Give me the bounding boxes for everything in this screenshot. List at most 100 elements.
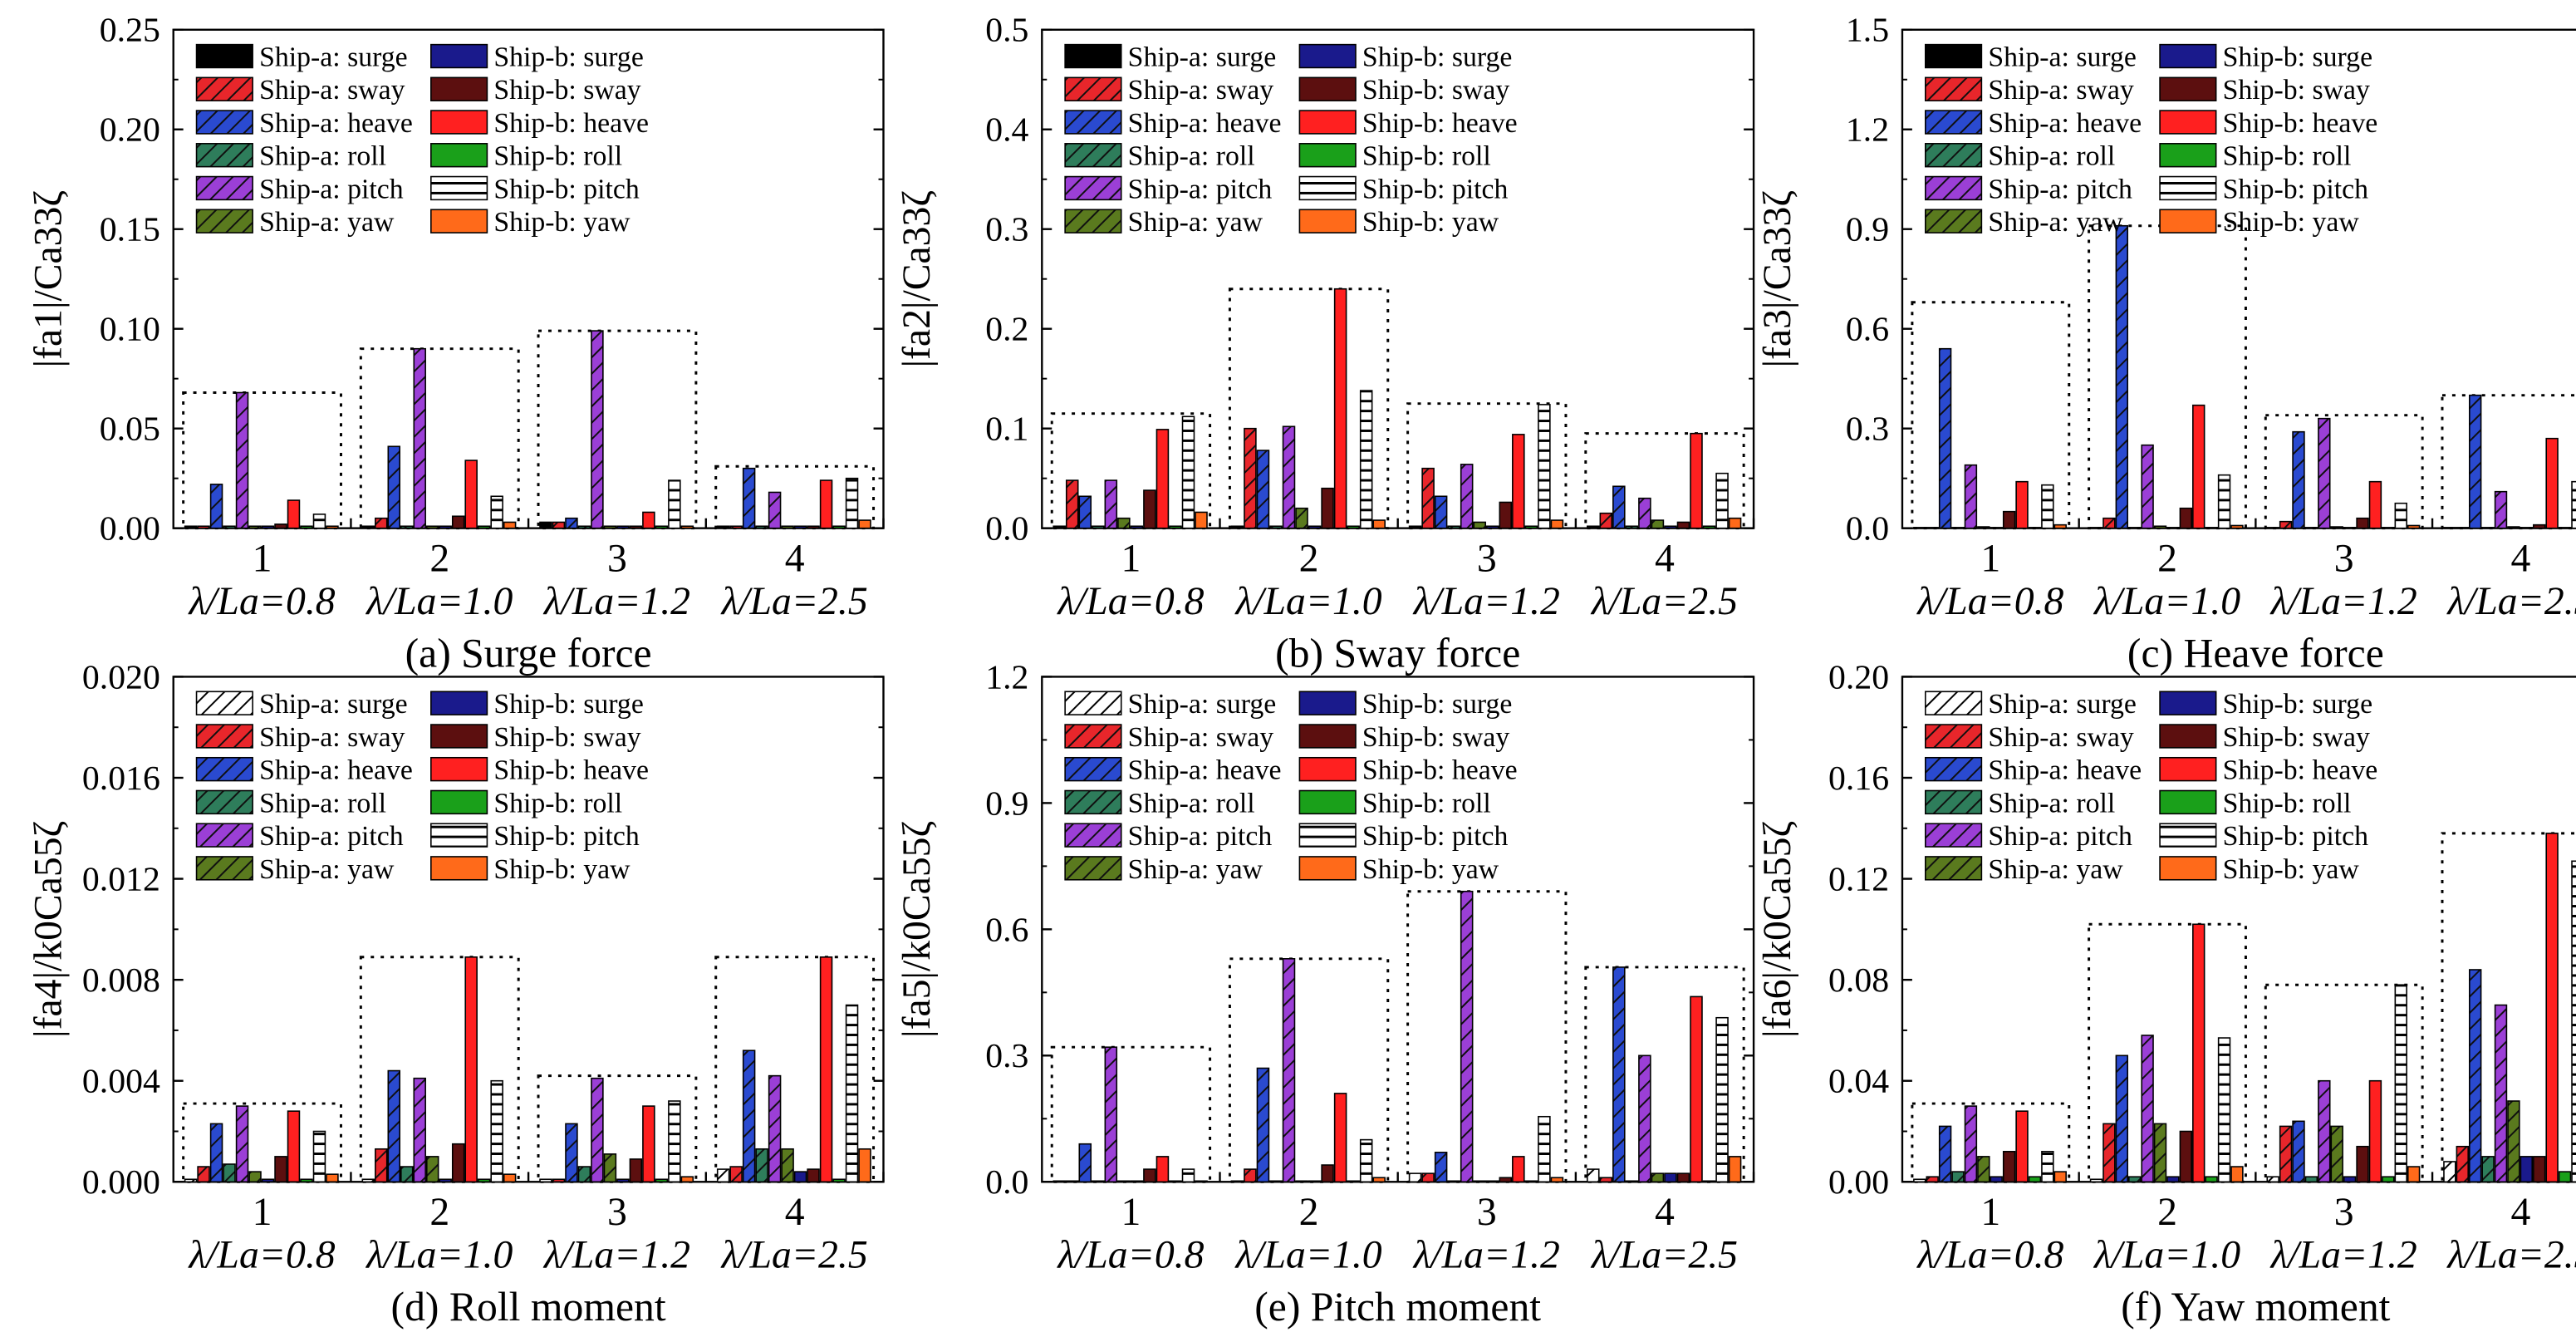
bar-ship-b-yaw [1372, 1177, 1386, 1183]
bar-ship-a-sway [729, 525, 743, 529]
legend-label: Ship-a: surge [1988, 689, 2137, 720]
bar-ship-a-yaw [2330, 1125, 2343, 1183]
legend-label: Ship-b: pitch [1362, 821, 1509, 852]
bar-ship-b-heave [642, 511, 655, 529]
bar-ship-a-roll [577, 1166, 591, 1183]
legend-swatch [1925, 175, 1983, 201]
bar-ship-a-yaw [1295, 507, 1308, 529]
legend-swatch [195, 756, 253, 782]
bar-ship-a-pitch [413, 347, 426, 529]
bar-ship-b-yaw [1728, 517, 1742, 529]
bar-ship-b-pitch [490, 495, 503, 529]
bar-ship-a-yaw [248, 525, 262, 529]
x-category-label: 1 [1121, 537, 1141, 580]
bar-ship-a-heave [1938, 1125, 1952, 1183]
x-category-sublabel: λ/La=1.2 [2269, 1234, 2417, 1277]
bar-ship-b-pitch [2217, 474, 2231, 529]
max-envelope-box [1050, 412, 1212, 530]
bar-ship-a-pitch [1460, 464, 1474, 529]
legend-swatch [1298, 724, 1357, 749]
bar-ship-a-yaw [1977, 1156, 1990, 1183]
legend-label: Ship-a: sway [1128, 722, 1274, 753]
legend-swatch [430, 691, 488, 715]
bar-ship-a-heave [2468, 394, 2482, 529]
legend-swatch [2159, 756, 2217, 782]
bar-ship-a-roll [400, 525, 414, 529]
bar-ship-a-heave [1078, 1143, 1092, 1183]
bar-ship-b-sway [274, 523, 287, 529]
bar-ship-b-roll [655, 525, 669, 529]
legend-swatch [430, 756, 488, 782]
bar-ship-a-yaw [1473, 1180, 1486, 1183]
bar-ship-b-pitch [1538, 1115, 1551, 1183]
y-tick-label: 0.4 [985, 111, 1028, 150]
y-tick-label: 0.6 [1846, 311, 1889, 349]
chart-panel-6: 0.000.040.080.120.160.20|fa6|/k0Ca55ζ1λ/… [1756, 658, 2576, 1330]
bar-ship-b-pitch [1715, 472, 1729, 529]
bar-ship-b-surge [793, 1171, 807, 1183]
bar-ship-a-roll [577, 525, 591, 529]
bar-ship-b-roll [1169, 1180, 1182, 1183]
bar-ship-a-pitch [2318, 417, 2331, 529]
bar-ship-b-pitch [2571, 860, 2576, 1183]
y-tick-label: 0.16 [1828, 759, 1889, 798]
x-category-sublabel: λ/La=1.0 [365, 580, 513, 623]
bar-ship-a-surge [716, 1168, 730, 1183]
legend-swatch [1064, 110, 1122, 135]
bar-ship-b-pitch [2394, 984, 2407, 1183]
bar-ship-b-yaw [2053, 523, 2067, 529]
bar-ship-a-yaw [425, 525, 439, 529]
bar-ship-a-pitch [1964, 1105, 1978, 1183]
legend-swatch [2159, 691, 2217, 715]
bar-ship-a-surge [1230, 1180, 1244, 1183]
legend-label: Ship-b: roll [493, 788, 622, 818]
legend-swatch [430, 76, 488, 101]
bar-ship-a-pitch [1282, 425, 1296, 529]
x-category-label: 2 [429, 1191, 449, 1234]
legend-swatch [430, 175, 488, 201]
bar-ship-b-heave [2545, 437, 2559, 529]
legend-label: Ship-a: heave [259, 108, 413, 139]
bar-ship-a-heave [1612, 485, 1626, 529]
max-envelope-box [182, 391, 342, 530]
bar-ship-b-yaw [503, 1173, 517, 1183]
bar-ship-b-sway [629, 525, 643, 529]
y-tick-label: 0.25 [100, 12, 160, 50]
bar-ship-a-pitch [2318, 1079, 2331, 1183]
bar-ship-a-heave [2468, 969, 2482, 1183]
bar-ship-a-roll [1269, 1180, 1283, 1183]
legend-swatch [1925, 76, 1983, 101]
bar-ship-b-sway [807, 1168, 820, 1183]
bar-ship-b-heave [2545, 833, 2559, 1183]
bar-ship-a-heave [209, 484, 223, 529]
legend-label: Ship-a: pitch [1128, 821, 1273, 852]
x-category-sublabel: λ/La=2.5 [720, 580, 868, 623]
x-category-label: 3 [607, 1191, 627, 1234]
x-category-sublabel: λ/La=0.8 [188, 1234, 336, 1277]
bar-ship-a-yaw [781, 525, 794, 529]
bar-ship-a-sway [1065, 479, 1079, 529]
bar-ship-a-sway [2279, 1125, 2293, 1183]
bar-ship-a-roll [1092, 1180, 1105, 1183]
bar-ship-b-heave [2368, 480, 2382, 529]
y-tick-label: 0.10 [100, 311, 160, 349]
legend-label: Ship-b: heave [1362, 108, 1518, 139]
y-tick-label: 0.05 [100, 410, 160, 449]
bar-ship-a-pitch [2494, 1004, 2508, 1183]
bar-ship-b-roll [1524, 1180, 1538, 1183]
legend-label: Ship-a: heave [1988, 108, 2142, 139]
legend-label: Ship-b: heave [1362, 755, 1518, 786]
y-tick-label: 0.016 [82, 759, 160, 798]
bar-ship-b-surge [1990, 1176, 2003, 1183]
bar-ship-b-sway [807, 525, 820, 529]
legend-swatch [1064, 691, 1122, 715]
legend-label: Ship-a: roll [259, 788, 386, 818]
bar-ship-b-pitch [2571, 480, 2576, 529]
x-category-sublabel: λ/La=1.0 [1234, 1234, 1382, 1277]
y-tick-label: 0.04 [1828, 1063, 1889, 1101]
legend-swatch [2159, 856, 2217, 881]
bar-ship-a-pitch [2494, 490, 2508, 529]
bar-ship-a-sway [197, 1166, 210, 1183]
legend-label: Ship-a: heave [1128, 755, 1282, 786]
bar-ship-a-roll [223, 525, 236, 529]
